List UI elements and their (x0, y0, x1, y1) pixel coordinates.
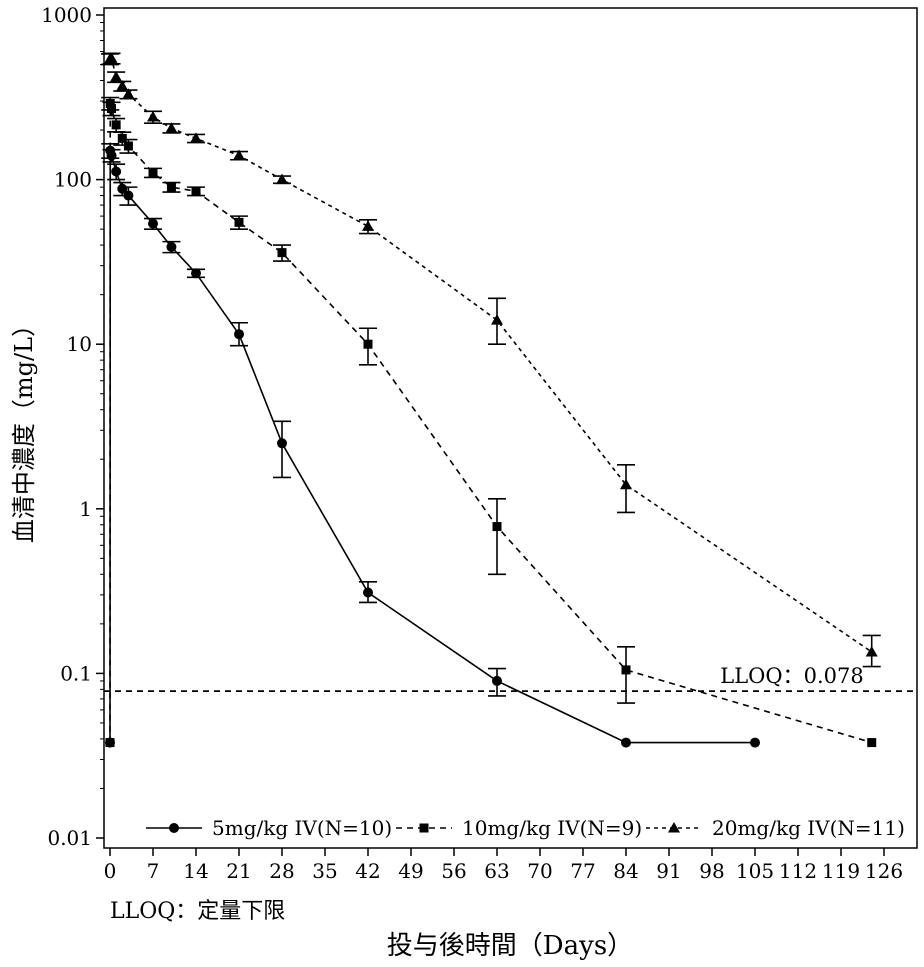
series-square (101, 96, 877, 748)
data-point-square (123, 141, 133, 151)
series-layer (101, 52, 881, 748)
data-point-circle (106, 150, 117, 161)
x-axis-label: 投与後時間（Days） (387, 931, 633, 961)
legend-label: 5mg/kg IV(N=10) (212, 816, 392, 840)
data-point-square (621, 665, 631, 675)
data-point-triangle (122, 88, 135, 99)
x-tick-label: 35 (312, 859, 337, 883)
x-tick-label: 49 (398, 859, 423, 883)
y-axis-ticks: 0.01 0.1 1 10 100 1000 (41, 3, 104, 850)
y-axis-label: 血清中濃度（mg/L） (10, 313, 38, 543)
x-tick-label: 112 (779, 859, 817, 883)
lloq-footnote: LLOQ：定量下限 (110, 899, 285, 924)
x-tick-label: 42 (355, 859, 380, 883)
series-line (109, 57, 873, 653)
x-tick-label: 77 (570, 859, 595, 883)
series-circle (101, 143, 760, 748)
data-point-square (419, 823, 429, 833)
data-point-square (117, 133, 127, 143)
data-point-triangle (116, 80, 129, 91)
data-point-triangle (620, 478, 632, 490)
data-point-triangle (105, 52, 118, 63)
legend-item: 5mg/kg IV(N=10) (146, 816, 392, 840)
data-point-circle (123, 190, 134, 201)
legend: 5mg/kg IV(N=10) 10mg/kg IV(N=9) 20mg/kg IV… (146, 816, 905, 840)
data-point-triangle (147, 111, 159, 122)
y-tick-label: 0.1 (60, 661, 92, 685)
x-tick-label: 63 (484, 859, 509, 883)
x-tick-label: 98 (699, 859, 724, 883)
x-tick-label: 84 (613, 859, 638, 883)
data-point-circle (750, 737, 760, 748)
data-point-triangle (276, 173, 288, 185)
data-point-square (191, 186, 201, 196)
series-line (109, 103, 872, 744)
data-point-triangle (110, 71, 123, 82)
data-point-triangle (362, 220, 374, 231)
y-tick-label: 1 (79, 497, 92, 521)
legend-label: 10mg/kg IV(N=9) (462, 816, 642, 840)
data-point-square (107, 104, 117, 114)
data-point-square (867, 738, 877, 748)
x-tick-label: 126 (865, 859, 903, 883)
legend-label: 20mg/kg IV(N=11) (712, 816, 905, 840)
data-point-square (105, 738, 115, 748)
y-tick-label: 0.01 (47, 826, 92, 850)
y-tick-label: 1000 (41, 3, 92, 27)
legend-item: 20mg/kg IV(N=11) (646, 816, 905, 840)
data-point-circle (117, 183, 128, 194)
data-point-triangle (190, 132, 202, 143)
data-point-circle (234, 329, 244, 340)
x-tick-label: 119 (822, 859, 860, 883)
x-tick-label: 21 (226, 859, 251, 883)
data-point-square (111, 120, 121, 130)
data-point-square (277, 248, 287, 258)
data-point-circle (277, 438, 287, 449)
data-point-circle (492, 675, 502, 686)
x-tick-label: 56 (441, 859, 466, 883)
plot-frame (103, 7, 918, 849)
data-point-triangle (233, 149, 245, 161)
y-tick-label: 10 (67, 332, 92, 356)
data-point-triangle (865, 645, 878, 657)
x-tick-label: 70 (527, 859, 552, 883)
data-point-triangle (165, 122, 178, 133)
lloq-group: LLOQ：0.078 (104, 664, 917, 693)
x-tick-label: 0 (104, 859, 117, 883)
data-point-triangle (491, 314, 503, 325)
x-tick-label: 7 (147, 859, 160, 883)
data-point-circle (621, 737, 631, 748)
data-point-square (105, 98, 115, 108)
data-point-circle (169, 823, 179, 833)
data-point-square (234, 217, 244, 227)
x-axis-ticks: 0 7 14 21 28 35 42 49 56 63 70 77 84 91 98 105 112 119 126 (104, 848, 903, 883)
x-tick-label: 105 (736, 859, 774, 883)
data-point-square (363, 339, 373, 349)
x-tick-label: 14 (183, 859, 208, 883)
x-tick-label: 91 (656, 859, 681, 883)
lloq-label: LLOQ：0.078 (720, 664, 863, 688)
legend-item: 10mg/kg IV(N=9) (396, 816, 642, 840)
data-point-circle (191, 268, 201, 279)
data-point-circle (166, 241, 177, 252)
x-tick-label: 28 (269, 859, 294, 883)
data-point-circle (148, 218, 158, 229)
y-tick-label: 100 (54, 168, 92, 192)
data-point-circle (111, 166, 122, 177)
data-point-triangle (668, 822, 680, 833)
data-point-circle (363, 587, 373, 598)
data-point-square (148, 168, 158, 178)
series-triangle (101, 52, 881, 668)
data-point-square (166, 182, 176, 192)
data-point-square (492, 522, 502, 532)
